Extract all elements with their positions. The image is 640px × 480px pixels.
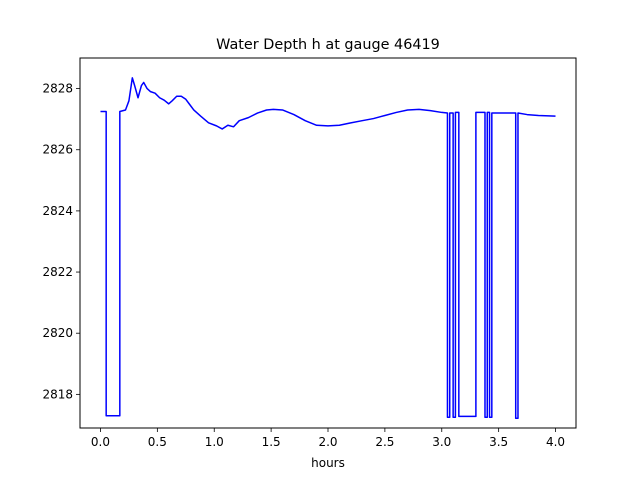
chart-title: Water Depth h at gauge 46419: [216, 37, 440, 53]
y-tick-label: 2824: [42, 204, 73, 218]
y-axis-ticks: 2818 2820 2822 2824 2826 2828: [42, 82, 80, 401]
y-tick-label: 2818: [42, 387, 73, 401]
x-tick-label: 0.0: [91, 435, 110, 449]
series-line-0: [100, 77, 556, 419]
x-tick-label: 3.5: [489, 435, 508, 449]
x-tick-label: 1.0: [205, 435, 224, 449]
y-tick-label: 2826: [42, 143, 73, 157]
y-tick-label: 2822: [42, 265, 73, 279]
x-axis-ticks: 0.0 0.5 1.0 1.5 2.0 2.5 3.0 3.5 4.0: [91, 428, 565, 449]
x-tick-label: 1.5: [262, 435, 281, 449]
x-tick-label: 2.0: [318, 435, 337, 449]
x-axis-label: hours: [311, 456, 345, 470]
x-tick-label: 3.0: [432, 435, 451, 449]
plot-area-frame: [79, 57, 577, 429]
y-tick-label: 2820: [42, 326, 73, 340]
x-tick-label: 0.5: [148, 435, 167, 449]
y-tick-label: 2828: [42, 82, 73, 96]
x-tick-label: 4.0: [546, 435, 565, 449]
x-tick-label: 2.5: [375, 435, 394, 449]
data-layer: [100, 77, 556, 419]
